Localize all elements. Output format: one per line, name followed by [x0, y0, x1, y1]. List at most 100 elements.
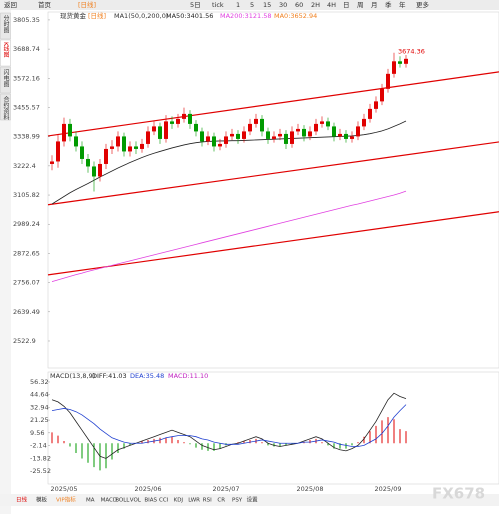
toolbar-button[interactable]: 返回 — [4, 1, 17, 9]
bottom-tab[interactable]: BOLL — [115, 498, 130, 504]
x-tick-label: 2025/09 — [374, 485, 401, 493]
side-tab[interactable]: 分时图 — [2, 14, 9, 34]
toolbar-button[interactable]: 月 — [371, 1, 378, 9]
x-tick-label: 2025/08 — [296, 485, 323, 493]
y-tick-label: 2522.9 — [13, 337, 36, 345]
macd-line — [51, 404, 407, 447]
candle-body — [116, 136, 120, 147]
side-tab[interactable]: 闪电图 — [2, 68, 9, 88]
toolbar-button[interactable]: 日 — [343, 1, 350, 9]
side-bar — [0, 10, 11, 514]
side-tab[interactable]: 合约资料 — [2, 95, 9, 121]
candle-body — [206, 136, 210, 142]
candle-body — [320, 121, 324, 124]
candle-body — [158, 126, 162, 139]
candle-body — [308, 131, 312, 137]
candle-body — [392, 61, 396, 74]
candle-body — [74, 136, 78, 147]
candle-body — [104, 148, 108, 164]
toolbar-button[interactable]: 首页 — [38, 0, 52, 9]
bottom-tab[interactable]: PSY — [232, 498, 243, 504]
legend-entry: DEA:35.48 — [130, 372, 164, 380]
toolbar-button[interactable]: 2H — [311, 1, 320, 9]
candle-body — [182, 113, 186, 119]
bottom-tab[interactable]: LWR — [188, 498, 200, 504]
candle-body — [326, 121, 330, 127]
toolbar-button[interactable]: 5日 — [190, 1, 201, 9]
y-tick-label: -2.14 — [30, 442, 47, 450]
candle-body — [62, 123, 66, 142]
candle-body — [92, 166, 96, 177]
toolbar-button[interactable]: 年 — [399, 0, 406, 9]
candle-body — [254, 118, 258, 124]
price-panel — [47, 11, 499, 369]
candle-body — [368, 108, 372, 119]
bottom-tab[interactable]: CR — [217, 498, 225, 504]
trend-line — [47, 211, 499, 276]
high-label: 3674.36 — [398, 48, 425, 56]
candle-body — [224, 136, 228, 144]
bottom-tab[interactable]: KDJ — [174, 498, 184, 504]
bottom-tab[interactable]: 设置 — [247, 496, 259, 504]
toolbar-button[interactable]: 30 — [279, 1, 287, 9]
candle-body — [266, 131, 270, 139]
candle-body — [218, 143, 222, 147]
candle-body — [212, 136, 216, 147]
side-tab-bg[interactable] — [0, 66, 11, 94]
bottom-tab[interactable]: CCI — [159, 498, 169, 504]
bottom-tab[interactable]: 日线 — [16, 496, 28, 504]
toolbar-button[interactable]: 1 — [236, 1, 240, 9]
candle-body — [386, 73, 390, 89]
y-tick-label: 2872.65 — [13, 249, 40, 257]
candle-body — [50, 161, 54, 164]
bottom-tab[interactable]: VIP指标 — [56, 496, 76, 504]
candle-body — [314, 123, 318, 132]
candle-body — [404, 58, 408, 64]
candle-body — [362, 118, 366, 127]
legend-entry: MA200:3121.58 — [220, 12, 272, 20]
candle-body — [338, 133, 342, 137]
toolbar-button[interactable]: [日线] — [78, 0, 96, 9]
candle-body — [356, 126, 360, 137]
y-tick-label: -13.82 — [30, 454, 51, 462]
candle-body — [134, 146, 138, 149]
ma-params: MA1(50,0,200,0) — [114, 12, 168, 20]
bottom-tab[interactable]: RSI — [203, 498, 212, 504]
bottom-tab[interactable]: MACD — [101, 498, 118, 504]
toolbar-button[interactable]: 周 — [357, 1, 364, 9]
y-tick-label: 3222.4 — [13, 162, 36, 170]
toolbar-button[interactable]: 5 — [250, 1, 254, 9]
toolbar-button[interactable]: 60 — [295, 1, 303, 9]
side-tab-bg[interactable] — [0, 39, 11, 67]
y-tick-label: 9.56 — [30, 429, 44, 437]
side-tab[interactable]: K线图 — [2, 42, 9, 59]
bottom-tab[interactable]: 模板 — [36, 496, 48, 504]
legend-entry: MACD:11.10 — [168, 372, 208, 380]
side-tab-bg[interactable] — [0, 12, 11, 40]
candle-body — [236, 133, 240, 139]
candle-body — [152, 126, 156, 132]
side-tab-bg[interactable] — [0, 93, 11, 121]
x-tick-label: 2025/07 — [212, 485, 239, 493]
bottom-tab[interactable]: BIAS — [144, 498, 157, 504]
candle-body — [122, 136, 126, 152]
bottom-tab[interactable]: VOL — [130, 498, 142, 504]
toolbar-button[interactable]: tick — [212, 1, 224, 9]
y-tick-label: 3338.99 — [13, 133, 40, 141]
x-tick-label: 2025/05 — [50, 485, 77, 493]
toolbar-button[interactable]: 季 — [385, 0, 392, 9]
candle-body — [128, 146, 132, 152]
toolbar-button[interactable]: 15 — [263, 1, 271, 9]
toolbar-bg — [0, 0, 499, 10]
candle-body — [380, 88, 384, 102]
toolbar-button[interactable]: 更多 — [416, 0, 430, 9]
candle-body — [68, 123, 72, 137]
candle-body — [110, 146, 114, 149]
y-tick-label: 44.64 — [30, 391, 49, 399]
candle-body — [230, 133, 234, 137]
candle-body — [350, 136, 354, 139]
y-tick-label: 3572.16 — [13, 74, 40, 82]
toolbar-button[interactable]: 4H — [327, 1, 336, 9]
bottom-tab[interactable]: MA — [86, 498, 95, 504]
